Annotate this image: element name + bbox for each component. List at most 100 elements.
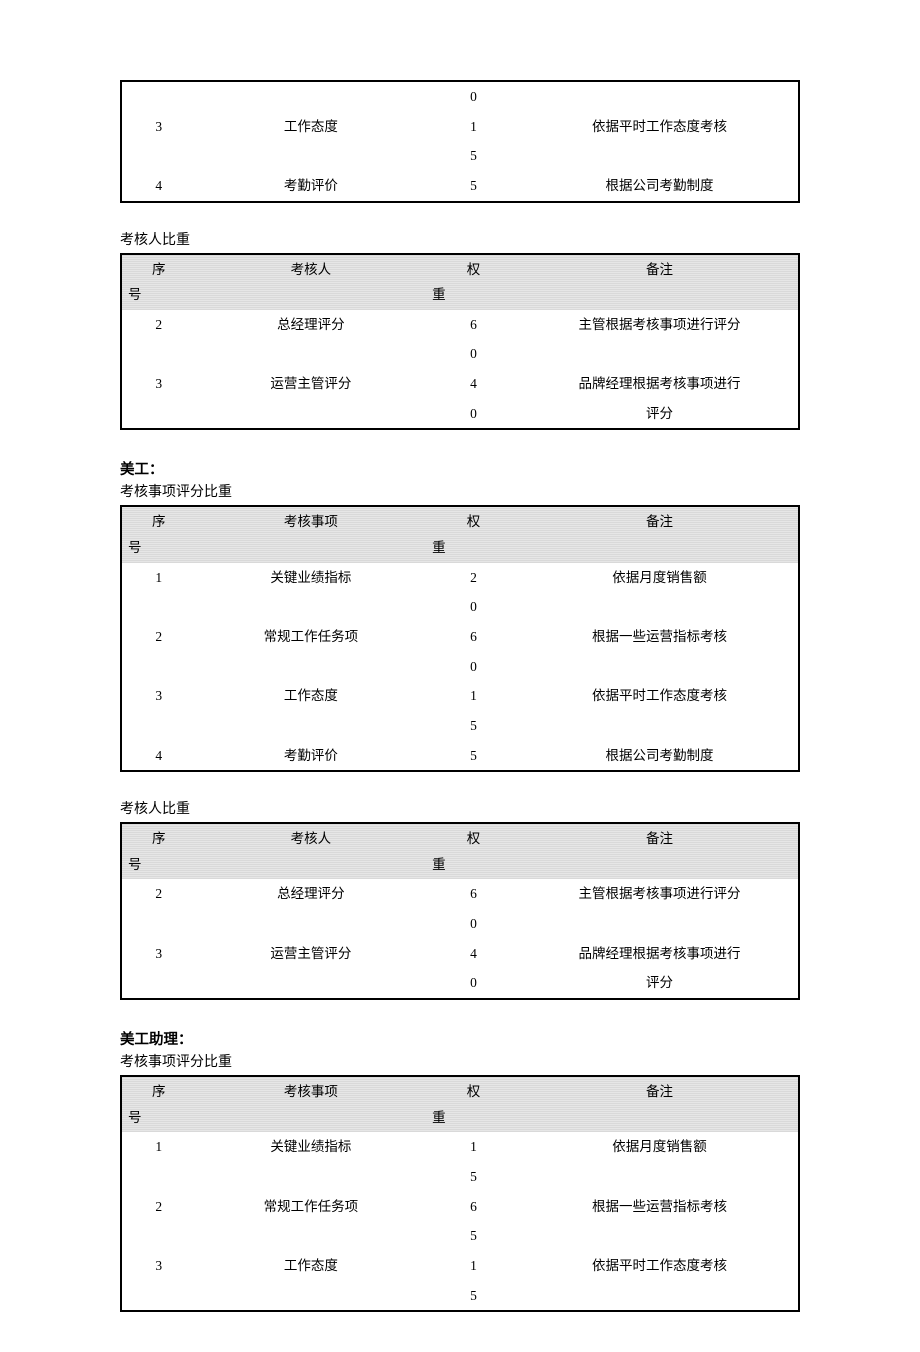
cell-weight: 0 — [426, 968, 521, 999]
cell-weight: 5 — [426, 1281, 521, 1312]
cell-seq — [121, 399, 196, 430]
cell-seq — [121, 1281, 196, 1312]
col-seq-header: 序号 — [121, 823, 196, 879]
cell-weight: 6 — [426, 879, 521, 909]
cell-note — [521, 711, 799, 741]
cell-note: 依据平时工作态度考核 — [521, 681, 799, 711]
table-row: 5 — [121, 141, 799, 171]
cell-weight: 0 — [426, 909, 521, 939]
cell-seq — [121, 909, 196, 939]
table-row: 5 — [121, 1281, 799, 1312]
table-header-row: 序号 考核事项 权重 备注 — [121, 506, 799, 562]
cell-item: 总经理评分 — [196, 310, 427, 340]
cell-seq: 3 — [121, 939, 196, 969]
section2-person-caption: 考核人比重 — [120, 798, 800, 818]
cell-item: 关键业绩指标 — [196, 1132, 427, 1162]
table-row: 4考勤评价5根据公司考勤制度 — [121, 741, 799, 772]
cell-note — [521, 141, 799, 171]
cell-weight: 5 — [426, 171, 521, 202]
cell-note — [521, 1162, 799, 1192]
cell-seq: 3 — [121, 681, 196, 711]
section2-title: 美工： — [120, 458, 800, 479]
cell-seq — [121, 339, 196, 369]
cell-weight: 6 — [426, 622, 521, 652]
cell-weight: 1 — [426, 681, 521, 711]
cell-item: 关键业绩指标 — [196, 563, 427, 593]
spacer — [120, 203, 800, 227]
cell-weight: 5 — [426, 711, 521, 741]
table-row: 0 — [121, 81, 799, 112]
cell-note: 依据平时工作态度考核 — [521, 1251, 799, 1281]
table-row: 2常规工作任务项6根据一些运营指标考核 — [121, 622, 799, 652]
table-row: 3工作态度1依据平时工作态度考核 — [121, 1251, 799, 1281]
table-row: 1关键业绩指标1依据月度销售额 — [121, 1132, 799, 1162]
cell-weight: 6 — [426, 310, 521, 340]
top-fragment-body: 03工作态度1依据平时工作态度考核54考勤评价5根据公司考勤制度 — [121, 81, 799, 202]
section2-item-body: 1关键业绩指标2依据月度销售额02常规工作任务项6根据一些运营指标考核03工作态… — [121, 563, 799, 771]
cell-note: 主管根据考核事项进行评分 — [521, 310, 799, 340]
cell-seq: 3 — [121, 369, 196, 399]
cell-seq: 1 — [121, 1132, 196, 1162]
cell-weight: 5 — [426, 741, 521, 772]
cell-weight: 0 — [426, 592, 521, 622]
section3-item-table: 序号 考核事项 权重 备注 1关键业绩指标1依据月度销售额52常规工作任务项6根… — [120, 1075, 800, 1312]
cell-seq — [121, 968, 196, 999]
cell-item: 工作态度 — [196, 1251, 427, 1281]
table-row: 4考勤评价5根据公司考勤制度 — [121, 171, 799, 202]
cell-item: 总经理评分 — [196, 879, 427, 909]
section1-person-table: 序号 考核人 权重 备注 2总经理评分6主管根据考核事项进行评分03运营主管评分… — [120, 253, 800, 431]
section2-item-caption: 考核事项评分比重 — [120, 481, 800, 501]
col-weight-header: 权重 — [426, 254, 521, 310]
cell-item — [196, 81, 427, 112]
cell-weight: 5 — [426, 1221, 521, 1251]
cell-weight: 6 — [426, 1192, 521, 1222]
cell-seq — [121, 711, 196, 741]
cell-note — [521, 1221, 799, 1251]
cell-note — [521, 592, 799, 622]
cell-weight: 2 — [426, 563, 521, 593]
cell-seq: 3 — [121, 112, 196, 142]
table-row: 0 — [121, 909, 799, 939]
cell-item: 工作态度 — [196, 681, 427, 711]
table-row: 5 — [121, 1162, 799, 1192]
col-seq-header: 序号 — [121, 506, 196, 562]
cell-seq: 2 — [121, 1192, 196, 1222]
cell-weight: 4 — [426, 939, 521, 969]
cell-item — [196, 968, 427, 999]
top-fragment-table: 03工作态度1依据平时工作态度考核54考勤评价5根据公司考勤制度 — [120, 80, 800, 203]
cell-weight: 1 — [426, 1132, 521, 1162]
col-note-header: 备注 — [521, 254, 799, 310]
cell-seq: 4 — [121, 741, 196, 772]
cell-note: 根据一些运营指标考核 — [521, 1192, 799, 1222]
spacer — [120, 772, 800, 796]
section3-item-caption: 考核事项评分比重 — [120, 1051, 800, 1071]
cell-note: 主管根据考核事项进行评分 — [521, 879, 799, 909]
section3-item-body: 1关键业绩指标1依据月度销售额52常规工作任务项6根据一些运营指标考核53工作态… — [121, 1132, 799, 1311]
table-row: 0 — [121, 592, 799, 622]
table-header-row: 序号 考核人 权重 备注 — [121, 254, 799, 310]
cell-weight: 1 — [426, 1251, 521, 1281]
cell-note — [521, 909, 799, 939]
cell-item — [196, 1221, 427, 1251]
col-item-header: 考核事项 — [196, 1076, 427, 1132]
cell-weight: 0 — [426, 339, 521, 369]
section3-title: 美工助理： — [120, 1028, 800, 1049]
cell-note: 品牌经理根据考核事项进行 — [521, 939, 799, 969]
cell-note — [521, 81, 799, 112]
cell-seq: 2 — [121, 879, 196, 909]
cell-item: 运营主管评分 — [196, 939, 427, 969]
cell-weight: 0 — [426, 399, 521, 430]
cell-note: 品牌经理根据考核事项进行 — [521, 369, 799, 399]
cell-weight: 4 — [426, 369, 521, 399]
cell-item — [196, 141, 427, 171]
cell-item — [196, 909, 427, 939]
cell-item — [196, 399, 427, 430]
cell-note — [521, 652, 799, 682]
col-weight-header: 权重 — [426, 823, 521, 879]
cell-item — [196, 592, 427, 622]
table-row: 2总经理评分6主管根据考核事项进行评分 — [121, 879, 799, 909]
table-row: 0 — [121, 652, 799, 682]
cell-weight: 0 — [426, 81, 521, 112]
section2-person-table: 序号 考核人 权重 备注 2总经理评分6主管根据考核事项进行评分03运营主管评分… — [120, 822, 800, 1000]
cell-seq: 2 — [121, 622, 196, 652]
